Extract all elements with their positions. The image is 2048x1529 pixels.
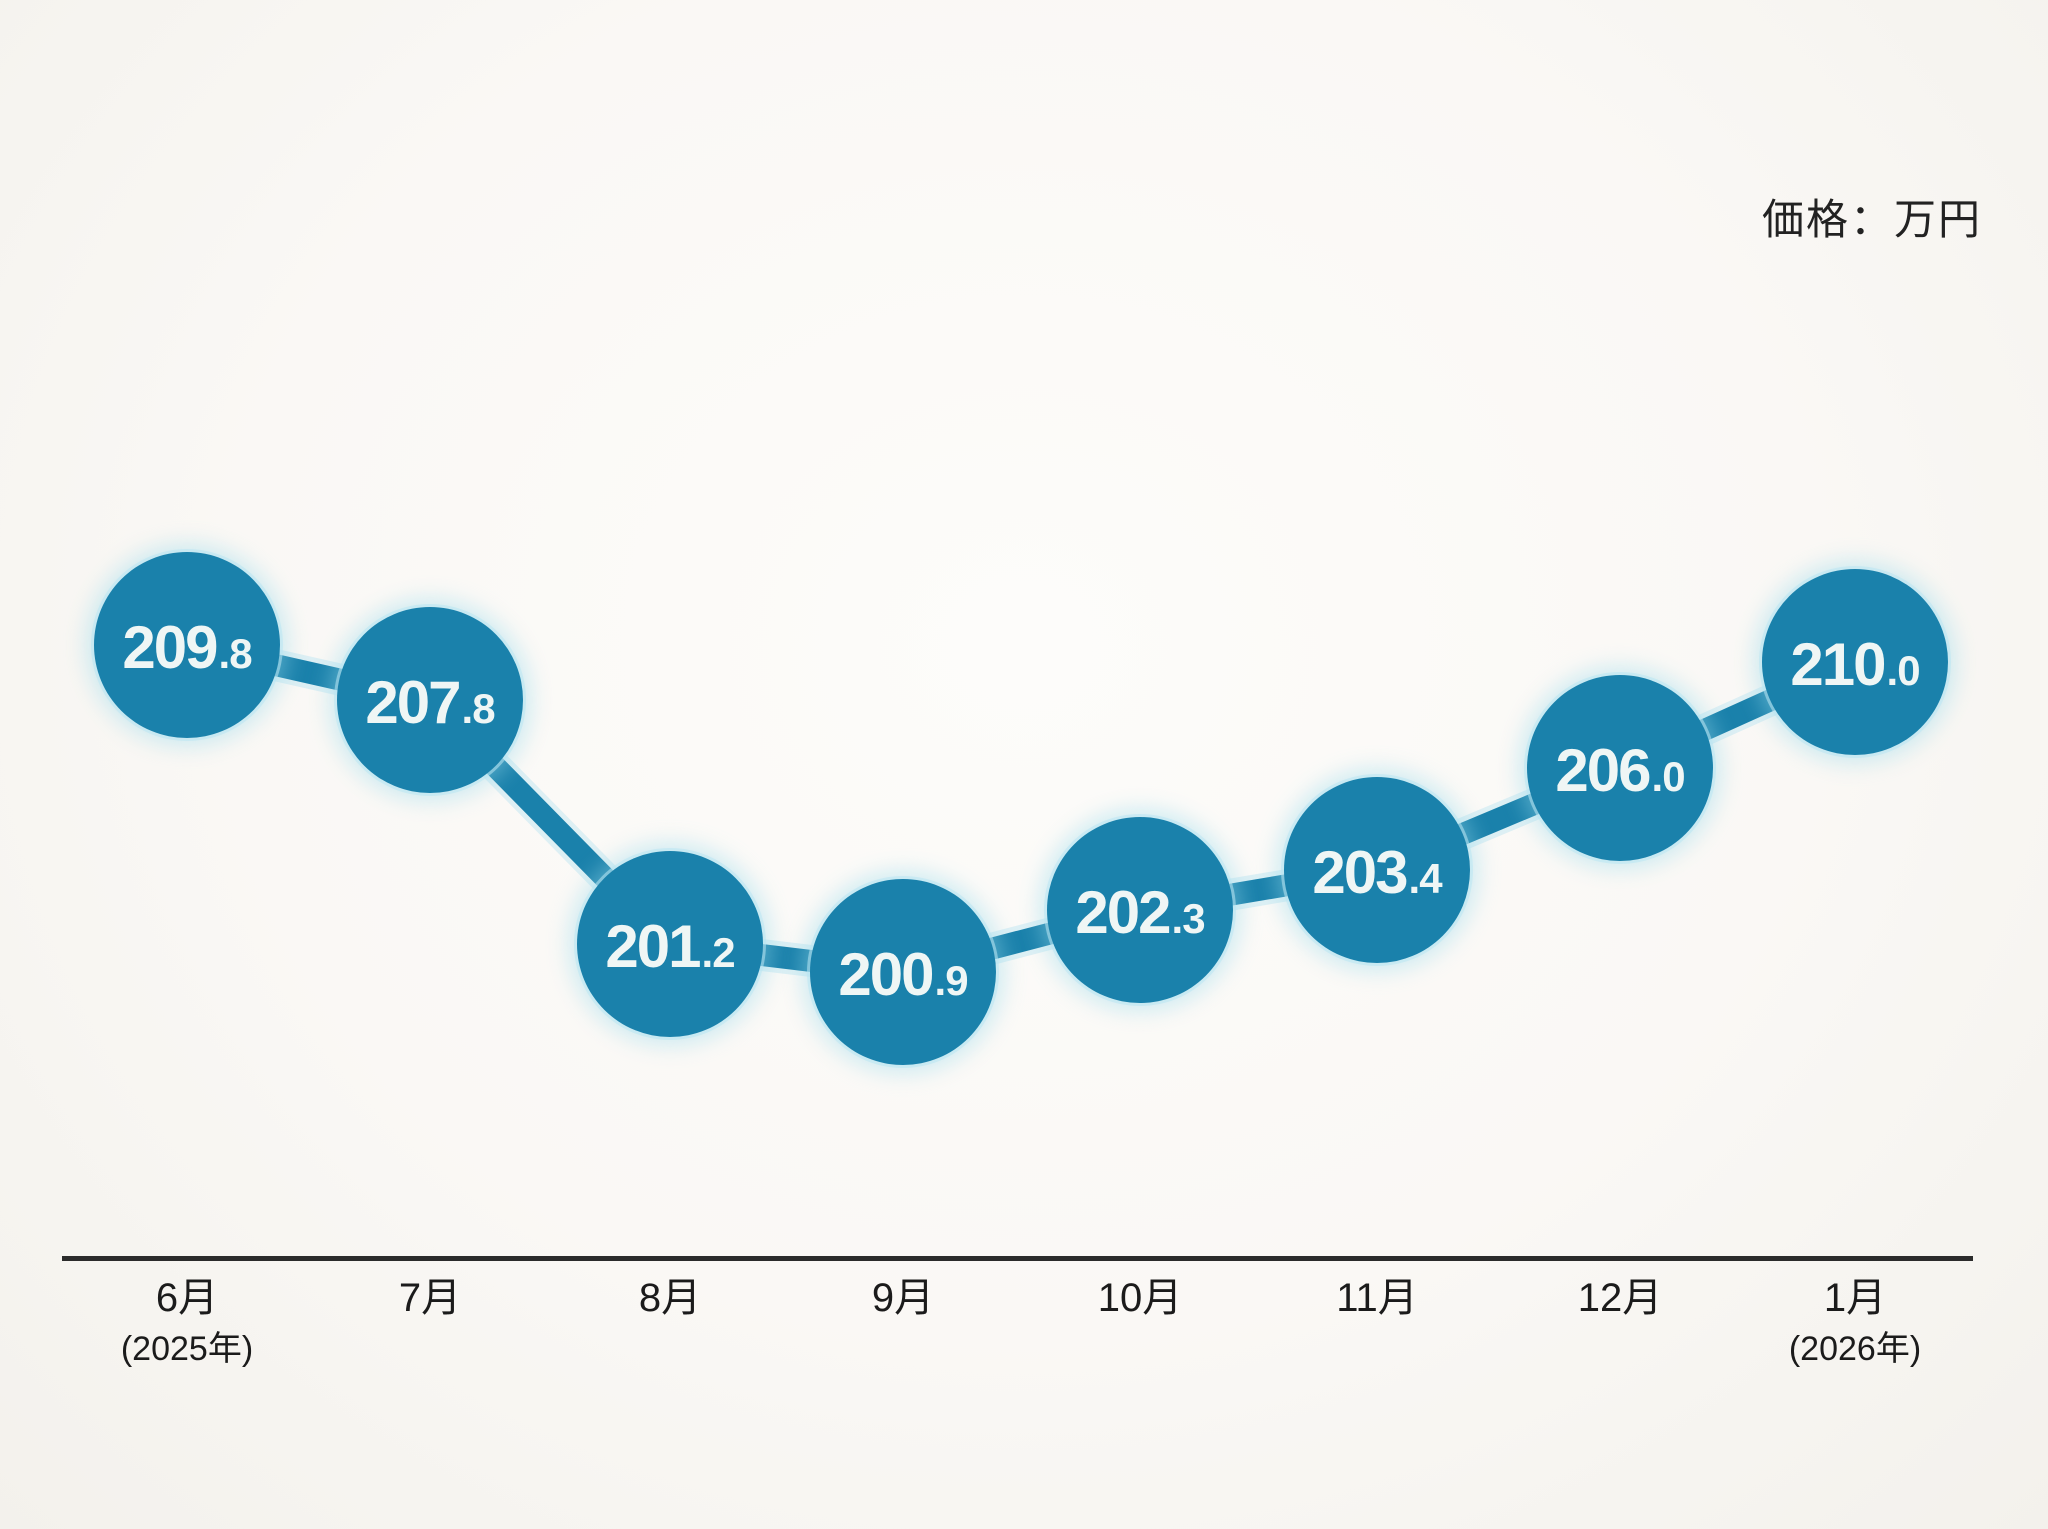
unit-label: 価格：万円 [1761, 196, 1982, 243]
x-tick-5: 10月 [1098, 1278, 1183, 1318]
x-tick-6: 11月 [1336, 1278, 1418, 1318]
x-tick-month-label: 9月 [871, 1276, 935, 1320]
x-tick-2: 7月 [399, 1278, 461, 1318]
x-tick-7: 12月 [1578, 1278, 1663, 1318]
value-decimal-part: .3 [1171, 894, 1206, 942]
data-point-3: 201.2 [577, 851, 763, 1037]
value-decimal-part: .2 [701, 928, 736, 976]
x-tick-year-note: (2026年) [1788, 1330, 1922, 1368]
value-decimal-part: .9 [934, 956, 969, 1004]
data-point-value: 202.3 [1075, 878, 1206, 947]
value-integer-part: 200 [838, 940, 934, 1008]
data-point-value: 210.0 [1790, 630, 1921, 699]
data-point-8: 210.0 [1762, 569, 1948, 755]
x-tick-month-label: 1月 [1823, 1276, 1887, 1320]
value-integer-part: 209 [122, 613, 218, 681]
value-decimal-part: .0 [1886, 646, 1921, 694]
value-decimal-part: .0 [1651, 752, 1686, 800]
x-tick-month-label: 7月 [398, 1276, 462, 1320]
x-tick-month-label: 8月 [638, 1276, 702, 1320]
data-point-value: 207.8 [365, 668, 496, 737]
data-point-value: 206.0 [1555, 736, 1686, 805]
data-point-value: 203.4 [1312, 838, 1443, 907]
value-integer-part: 202 [1075, 878, 1171, 946]
value-integer-part: 210 [1790, 630, 1886, 698]
value-integer-part: 201 [605, 912, 701, 980]
data-point-5: 202.3 [1047, 817, 1233, 1003]
value-integer-part: 207 [365, 668, 461, 736]
x-tick-year-note: (2025年) [120, 1330, 254, 1368]
x-tick-8: 1月 (2026年) [1789, 1278, 1921, 1366]
value-decimal-part: .4 [1408, 854, 1443, 902]
data-point-1: 209.8 [94, 552, 280, 738]
data-point-6: 203.4 [1284, 777, 1470, 963]
data-point-7: 206.0 [1527, 675, 1713, 861]
x-tick-month-label: 11月 [1336, 1276, 1418, 1320]
x-tick-month-label: 10月 [1097, 1276, 1183, 1320]
data-point-4: 200.9 [810, 879, 996, 1065]
value-integer-part: 203 [1312, 838, 1408, 906]
data-point-value: 200.9 [838, 940, 969, 1009]
x-axis-line [62, 1256, 1973, 1261]
x-tick-month-label: 12月 [1577, 1276, 1663, 1320]
data-point-2: 207.8 [337, 607, 523, 793]
x-tick-4: 9月 [872, 1278, 934, 1318]
x-tick-1: 6月 (2025年) [121, 1278, 253, 1366]
value-decimal-part: .8 [218, 629, 253, 677]
x-tick-month-label: 6月 [155, 1276, 219, 1320]
value-decimal-part: .8 [461, 684, 496, 732]
value-integer-part: 206 [1555, 736, 1651, 804]
x-tick-3: 8月 [639, 1278, 701, 1318]
data-point-value: 209.8 [122, 613, 253, 682]
data-point-value: 201.2 [605, 912, 736, 981]
